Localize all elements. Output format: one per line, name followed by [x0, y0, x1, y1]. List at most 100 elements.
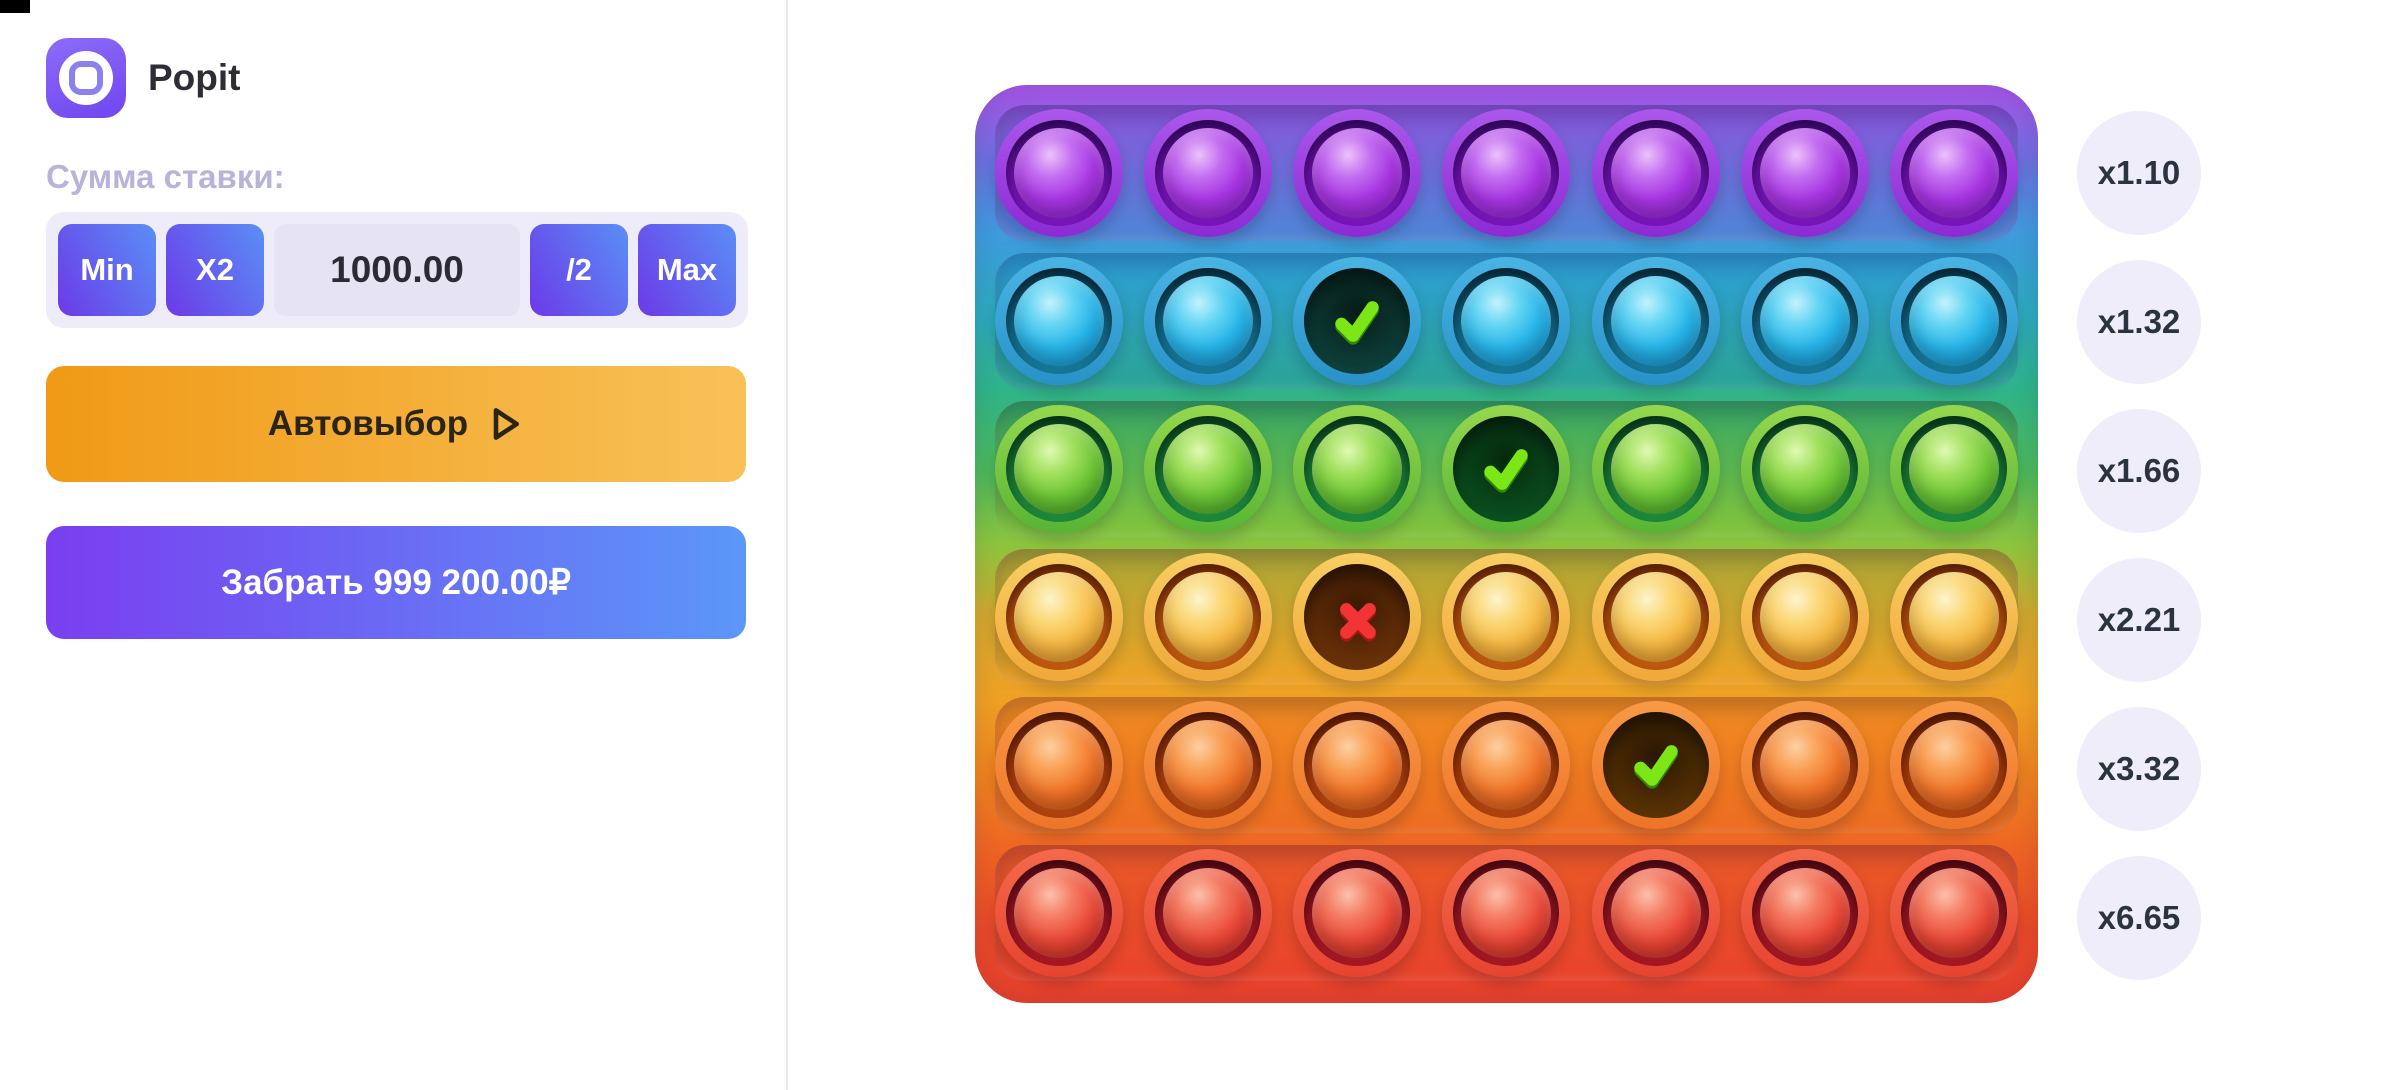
bubble-r3c6[interactable]: [1740, 405, 1869, 533]
popit-logo-icon: [46, 38, 126, 118]
bubble-dome: [1163, 868, 1254, 958]
bubble-r3c2[interactable]: [1144, 405, 1273, 533]
bubble-r6c4[interactable]: [1442, 849, 1571, 977]
bubble-well: [1155, 712, 1262, 818]
bubble-dome: [1014, 868, 1104, 958]
logo-circle: [59, 51, 113, 105]
bet-amount-input[interactable]: 1000.00: [274, 224, 520, 316]
bubble-dome: [1014, 572, 1104, 662]
bubble-r5c7[interactable]: [1889, 701, 2018, 829]
bubble-r1c2[interactable]: [1144, 109, 1273, 237]
bubble-dome: [1163, 572, 1254, 662]
check-icon: [1484, 449, 1529, 493]
bubble-well: [1304, 564, 1411, 670]
double-bet-button[interactable]: X2: [166, 224, 264, 316]
bubble-r5c2[interactable]: [1144, 701, 1273, 829]
auto-pick-label: Автовыбор: [267, 404, 469, 443]
bubble-r6c2[interactable]: [1144, 849, 1273, 977]
bubble-dome: [1759, 424, 1850, 514]
bubble-r1c7[interactable]: [1889, 109, 2018, 237]
multiplier-badge-row1: x1.10: [2077, 111, 2201, 235]
bubble-r1c3[interactable]: [1293, 109, 1422, 237]
bubble-r1c4[interactable]: [1442, 109, 1571, 237]
bubble-r2c2[interactable]: [1144, 257, 1273, 385]
game-title: Popit: [148, 57, 241, 98]
cashout-button[interactable]: Забрать 999 200.00₽: [46, 526, 746, 639]
board-row-red: [995, 845, 2018, 981]
bubble-dome: [1461, 276, 1552, 366]
bubble-dome: [1759, 720, 1850, 810]
bubble-r2c6[interactable]: [1740, 257, 1869, 385]
bubble-r1c1[interactable]: [995, 109, 1123, 237]
bubble-r2c5[interactable]: [1591, 257, 1720, 385]
half-bet-button[interactable]: /2: [530, 224, 628, 316]
bubble-dome: [1908, 276, 1999, 366]
bubble-r6c3[interactable]: [1293, 849, 1422, 977]
max-bet-button[interactable]: Max: [638, 224, 736, 316]
bubble-dome: [1312, 868, 1403, 958]
bubble-r6c7[interactable]: [1889, 849, 2018, 977]
bubble-r4c1[interactable]: [995, 553, 1123, 681]
bubble-r4c5[interactable]: [1591, 553, 1720, 681]
bubble-dome: [1312, 424, 1403, 514]
bubble-r6c1[interactable]: [995, 849, 1123, 977]
bubble-r4c4[interactable]: [1442, 553, 1571, 681]
bubble-dome: [1461, 868, 1552, 958]
bubble-dome: [1014, 276, 1104, 366]
bubble-r1c5[interactable]: [1591, 109, 1720, 237]
bubble-well: [1602, 416, 1709, 522]
bubble-well: [1006, 268, 1112, 374]
bubble-dome: [1908, 128, 1999, 218]
bubble-well: [1155, 416, 1262, 522]
bubble-well: [1304, 416, 1411, 522]
play-icon: [493, 408, 520, 440]
bubble-r3c3[interactable]: [1293, 405, 1422, 533]
bubble-r4c7[interactable]: [1889, 553, 2018, 681]
bubble-well: [1900, 416, 2007, 522]
bubble-dome: [1312, 128, 1403, 218]
bubble-well: [1751, 564, 1858, 670]
game-header: Popit: [46, 38, 240, 118]
bubble-r6c6[interactable]: [1740, 849, 1869, 977]
bubble-r5c4[interactable]: [1442, 701, 1571, 829]
bubble-r3c1[interactable]: [995, 405, 1123, 533]
bubble-r4c6[interactable]: [1740, 553, 1869, 681]
bubble-r4c2[interactable]: [1144, 553, 1273, 681]
bet-amount-label: Сумма ставки:: [46, 158, 285, 195]
bubble-well: [1602, 860, 1709, 966]
check-icon: [1633, 745, 1678, 789]
bubble-dome: [1163, 128, 1254, 218]
bubble-dome: [1312, 720, 1403, 810]
bubble-r5c3[interactable]: [1293, 701, 1422, 829]
bubble-r5c1[interactable]: [995, 701, 1123, 829]
bubble-r3c5[interactable]: [1591, 405, 1720, 533]
bubble-well: [1155, 860, 1262, 966]
bubble-well: [1006, 860, 1112, 966]
bubble-r1c6[interactable]: [1740, 109, 1869, 237]
bubble-well: [1900, 860, 2007, 966]
bubble-well: [1453, 416, 1560, 522]
bubble-r2c1[interactable]: [995, 257, 1123, 385]
bubble-dome: [1163, 720, 1254, 810]
bet-controls: Min X2 1000.00 /2 Max: [46, 212, 748, 328]
bubble-r5c6[interactable]: [1740, 701, 1869, 829]
bubble-well: [1006, 416, 1112, 522]
bubble-well: [1155, 268, 1262, 374]
bubble-r3c4-win: [1442, 405, 1571, 533]
bubble-well: [1602, 268, 1709, 374]
min-bet-button[interactable]: Min: [58, 224, 156, 316]
bubble-r3c7[interactable]: [1889, 405, 2018, 533]
bubble-well: [1751, 268, 1858, 374]
bubble-well: [1751, 416, 1858, 522]
screen-corner-artifact: [0, 0, 30, 13]
bubble-well: [1900, 564, 2007, 670]
bubble-well: [1602, 712, 1709, 818]
bubble-r6c5[interactable]: [1591, 849, 1720, 977]
bubble-well: [1900, 120, 2007, 226]
board-row-yellow: [995, 549, 2018, 685]
bubble-r2c4[interactable]: [1442, 257, 1571, 385]
auto-pick-button[interactable]: Автовыбор: [46, 366, 746, 482]
bubble-r2c7[interactable]: [1889, 257, 2018, 385]
bubble-dome: [1014, 128, 1104, 218]
